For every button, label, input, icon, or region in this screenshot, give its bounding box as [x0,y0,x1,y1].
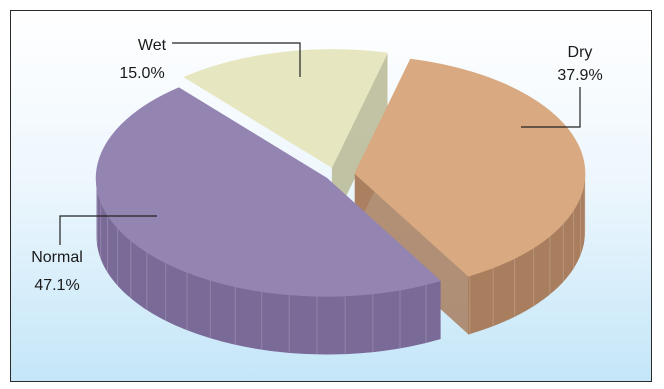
leader-lines [59,42,581,245]
slice-name-normal: Normal [31,249,83,266]
pie-cut-face-wet [331,53,388,226]
slice-percent-normal: 47.1% [34,277,79,294]
pie-slice-normal [95,87,441,297]
pie-slice-dry [354,58,586,277]
pie-slice-tops [95,49,586,297]
leader-line-normal [59,215,157,245]
slice-name-dry: Dry [568,44,593,61]
pie-slice-wet [183,49,388,168]
slice-percent-wet: 15.0% [119,65,164,82]
slice-percent-dry: 37.9% [557,67,602,84]
slice-name-wet: Wet [138,37,167,54]
leader-line-wet [172,42,301,77]
leader-line-dry [521,87,581,128]
